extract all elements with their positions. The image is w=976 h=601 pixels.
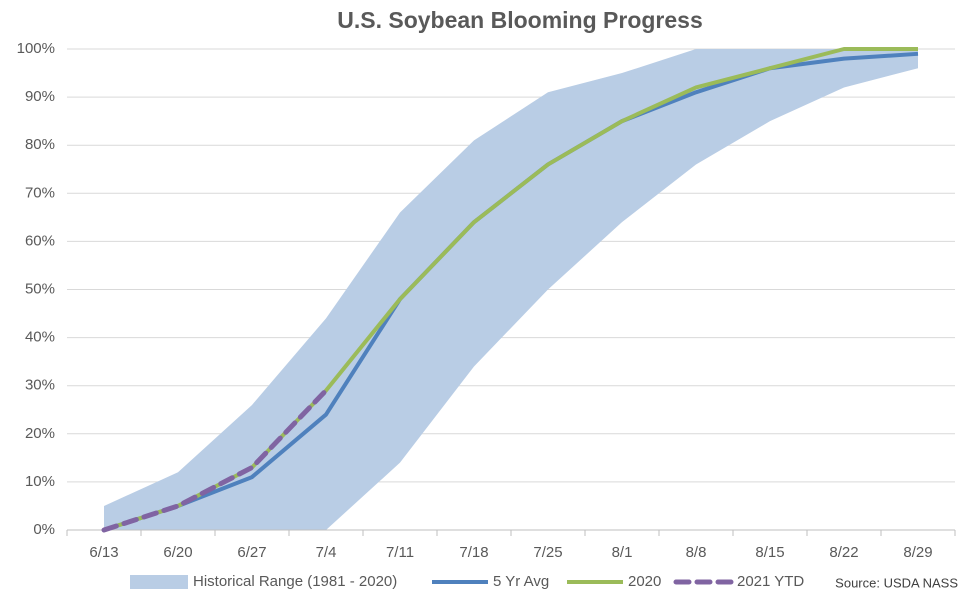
y-tick-label: 10%: [25, 473, 55, 490]
y-tick-label: 80%: [25, 136, 55, 153]
x-tick-label: 8/29: [903, 544, 932, 561]
y-tick-label: 0%: [33, 521, 55, 538]
legend-label: 2021 YTD: [737, 573, 804, 590]
legend-swatch: [130, 575, 188, 589]
chart-title: U.S. Soybean Blooming Progress: [337, 7, 703, 33]
x-tick-label: 7/4: [316, 544, 337, 561]
x-tick-label: 7/18: [459, 544, 488, 561]
y-tick-label: 40%: [25, 329, 55, 346]
x-tick-label: 6/20: [163, 544, 192, 561]
legend-label: Historical Range (1981 - 2020): [193, 573, 397, 590]
series-line: [101, 388, 329, 533]
x-tick-label: 6/27: [237, 544, 266, 561]
legend-label: 5 Yr Avg: [493, 573, 549, 590]
source: Source: USDA NASS: [835, 575, 958, 590]
y-tick-label: 60%: [25, 232, 55, 249]
y-tick-label: 100%: [17, 40, 55, 57]
y-tick-label: 50%: [25, 280, 55, 297]
x-tick-label: 6/13: [89, 544, 118, 561]
x-tick-label: 7/11: [386, 544, 414, 561]
x-tick-label: 7/25: [533, 544, 562, 561]
y-tick-label: 90%: [25, 88, 55, 105]
y-tick-label: 70%: [25, 184, 55, 201]
legend-label: 2020: [628, 573, 661, 590]
y-tick-label: 30%: [25, 377, 55, 394]
x-tick-label: 8/8: [686, 544, 707, 561]
x-tick-label: 8/1: [612, 544, 633, 561]
x-tick-label: 8/15: [755, 544, 784, 561]
x-tick-label: 8/22: [829, 544, 858, 561]
y-tick-label: 20%: [25, 425, 55, 442]
